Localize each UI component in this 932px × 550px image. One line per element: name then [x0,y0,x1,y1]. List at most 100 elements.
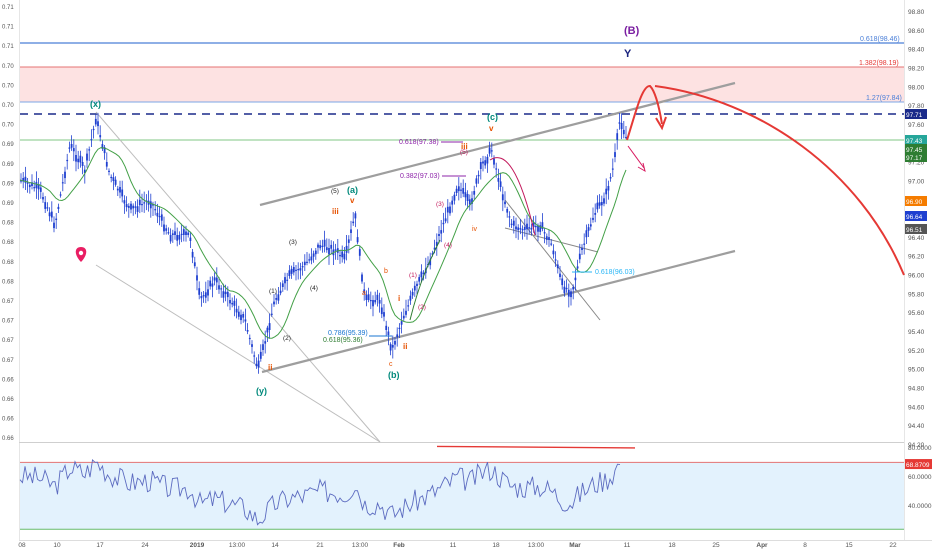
left-axis-label: 0.71 [2,5,14,11]
candle-body [380,307,383,315]
candle-body [44,202,47,209]
wave-label: (2) [418,304,426,311]
candle-body [548,237,550,240]
oscillator-current-value: 68.8709 [906,462,930,469]
candle-body [312,253,315,257]
candle-body [218,285,220,290]
candle-body [244,319,247,322]
candle-body [352,221,355,224]
candle-body [440,230,443,234]
left-axis-label: 0.66 [2,436,14,442]
price-badge-value: 96.90 [906,199,923,206]
candle-body [457,186,460,192]
candle-body [530,227,533,230]
candle-body [567,289,570,297]
wave-label: (y) [256,386,267,396]
candle-body [160,214,163,221]
candle-body [253,355,256,357]
price-badge: 97.45 [905,144,927,154]
candle-body [119,187,121,193]
wave-label: i [398,294,400,303]
candle-body [70,144,73,148]
candle-body [224,291,227,295]
candle-body [130,203,132,210]
left-axis-label: 0.70 [2,103,14,109]
candle-body [209,280,212,287]
candle-body [464,192,467,198]
candle-body [570,291,572,298]
fib-label: 1.27(97.84) [866,95,902,102]
right-axis-tick: 97.60 [908,122,925,129]
candle-body [310,256,313,261]
candle-body [286,279,289,281]
candle-body [387,331,390,335]
right-axis-tick: 96.00 [908,273,925,280]
x-axis-label: Apr [756,542,768,549]
candle-body [611,168,614,170]
candle-body [189,237,192,241]
candle-body [528,227,531,229]
candle-body [48,212,51,217]
wave-label: (3) [289,239,297,246]
candle-body [534,226,537,228]
candle-body [50,211,53,218]
candle-body [396,334,399,338]
candle-body [519,228,522,230]
candle-body [167,232,170,234]
x-axis-label: 24 [141,542,149,549]
candle-body [539,225,542,232]
candle-body [574,277,577,281]
candle-body [196,275,198,281]
candle-body [556,264,559,269]
candle-body [479,162,482,169]
candle-body [64,171,66,179]
x-axis-label: 11 [624,542,631,549]
candle-body [376,294,379,300]
wave-label: iv [472,226,478,233]
right-axis-tick: 94.20 [908,442,925,449]
candle-body [532,222,535,228]
candle-body [554,259,557,261]
right-axis-tick: 97.80 [908,103,925,110]
candle-body [578,253,581,260]
candle-body [90,139,93,141]
candle-body [92,128,95,131]
price-badge: 96.90 [905,196,927,206]
price-badge-bg [905,144,927,154]
candle-body [550,243,553,245]
candle-body [356,237,359,243]
price-badge-bg [905,224,927,234]
candle-body [328,248,330,255]
candle-body [402,315,405,319]
candle-body [295,269,297,271]
candle-body [455,188,458,193]
candle-body [347,239,350,243]
candle-body [77,158,80,163]
oscillator-tick: 40.0000 [908,503,932,510]
candle-body [453,194,456,201]
candle-body [431,253,434,255]
candle-body [94,118,97,125]
candle-body [605,188,608,195]
candle-body [211,283,214,287]
candle-body [169,235,172,242]
candle-body [543,232,546,234]
candle-body [572,287,575,290]
candle-body [292,267,295,273]
left-axis-label: 0.67 [2,299,14,305]
candle-body [334,249,337,251]
price-badge-value: 97.17 [906,155,923,162]
candle-body [339,255,341,257]
x-axis-label: 25 [712,542,720,549]
candle-body [552,250,555,255]
right-axis-tick: 95.00 [908,367,925,374]
candle-body [622,129,625,135]
candle-body [486,156,489,164]
wedge-upper [504,199,601,321]
candle-body [363,289,366,294]
wave-label: (B) [624,25,640,37]
candle-body [257,360,260,368]
right-axis-tick: 95.40 [908,329,925,336]
price-badge-value: 97.43 [906,138,923,145]
